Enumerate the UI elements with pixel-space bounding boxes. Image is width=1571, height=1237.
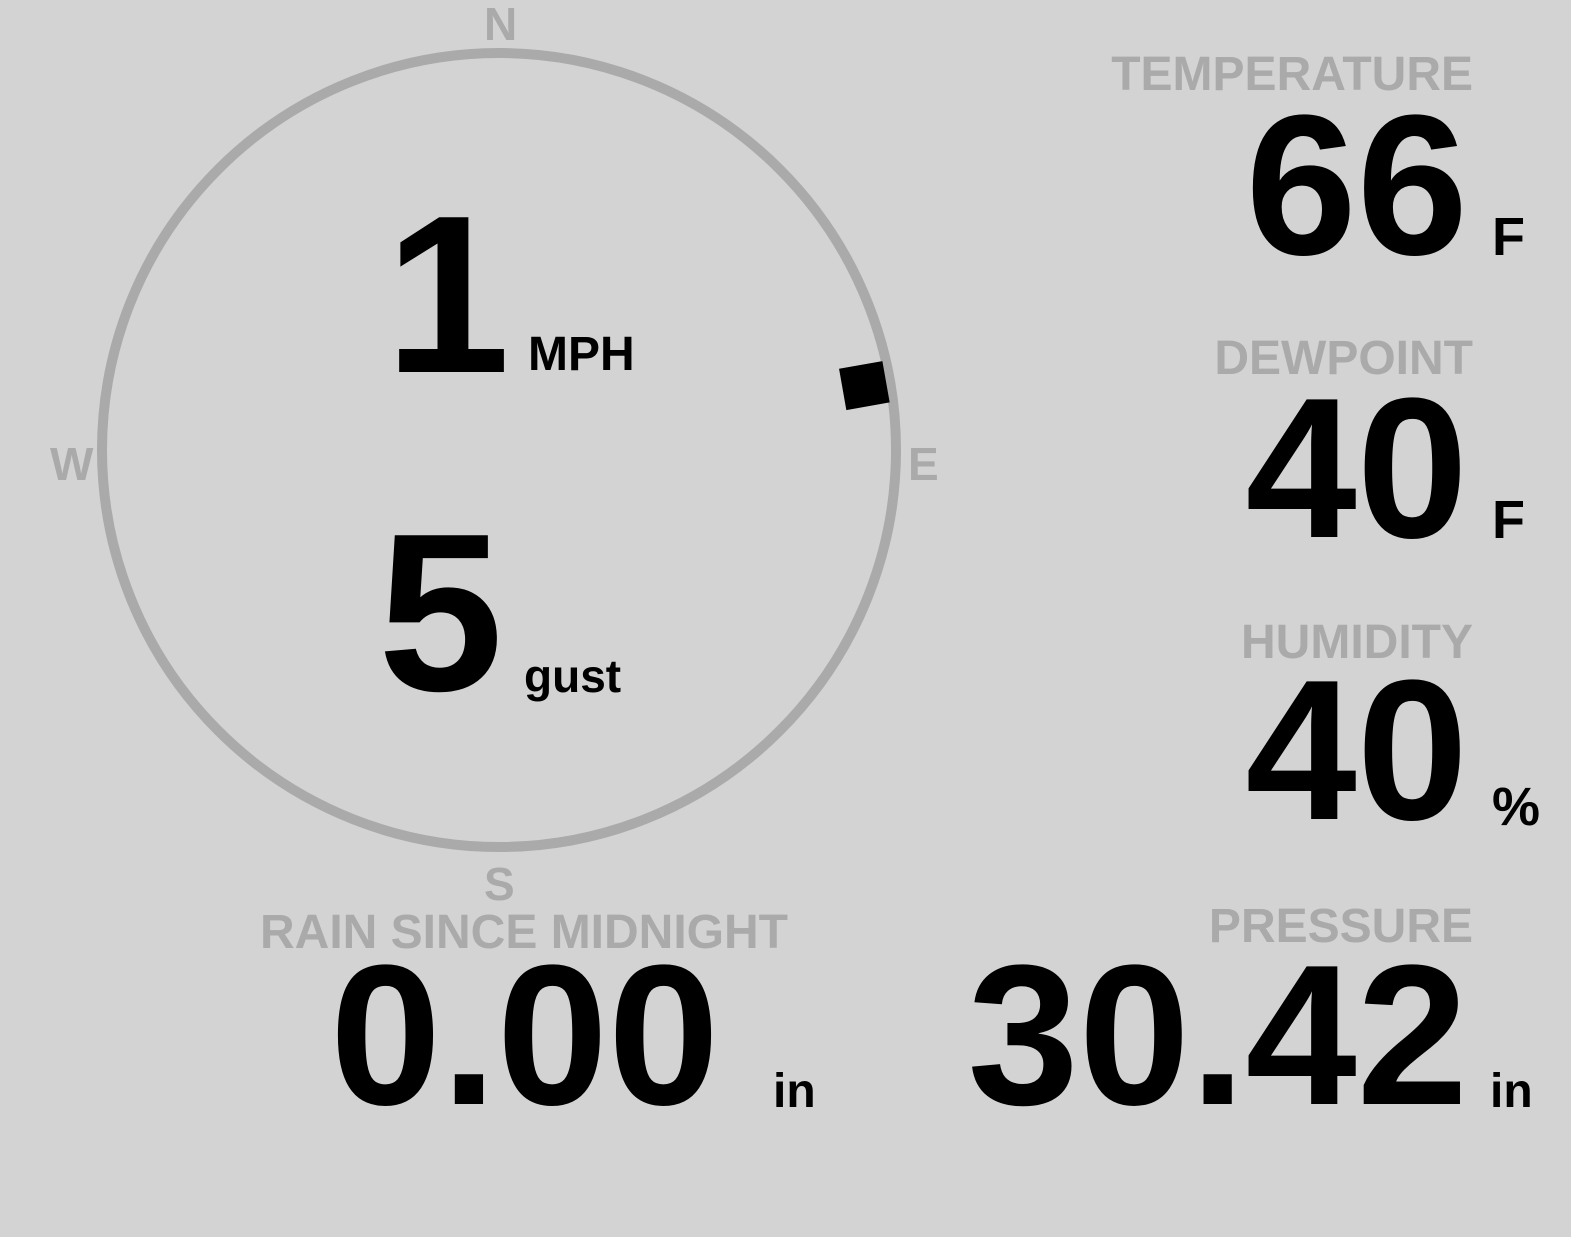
compass-west: W <box>50 438 94 490</box>
humidity-label: HUMIDITY <box>1241 616 1473 669</box>
humidity-value: 40 <box>1245 639 1468 862</box>
wind-gust-unit: gust <box>524 650 622 702</box>
wind-speed-value: 1 <box>385 168 511 420</box>
compass-south: S <box>484 858 515 910</box>
temperature-value: 66 <box>1245 74 1468 297</box>
dewpoint-unit: F <box>1492 490 1525 550</box>
pressure-label: PRESSURE <box>1208 900 1473 953</box>
humidity-unit: % <box>1492 777 1541 837</box>
rain-value: 0.00 <box>330 924 720 1147</box>
temperature-label: TEMPERATURE <box>1111 48 1473 101</box>
dewpoint-label: DEWPOINT <box>1214 332 1473 385</box>
temperature-unit: F <box>1492 207 1525 267</box>
wind-direction-marker <box>839 361 890 411</box>
pressure-value: 30.42 <box>967 924 1469 1147</box>
compass-north: N <box>484 0 518 50</box>
rain-unit: in <box>773 1065 816 1118</box>
dewpoint-value: 40 <box>1245 357 1468 580</box>
pressure-unit: in <box>1490 1065 1533 1118</box>
wind-speed-unit: MPH <box>528 328 635 381</box>
compass-ring <box>97 48 901 852</box>
wind-gust-value: 5 <box>378 486 504 738</box>
compass-east: E <box>908 438 939 490</box>
rain-label: RAIN SINCE MIDNIGHT <box>260 906 788 959</box>
